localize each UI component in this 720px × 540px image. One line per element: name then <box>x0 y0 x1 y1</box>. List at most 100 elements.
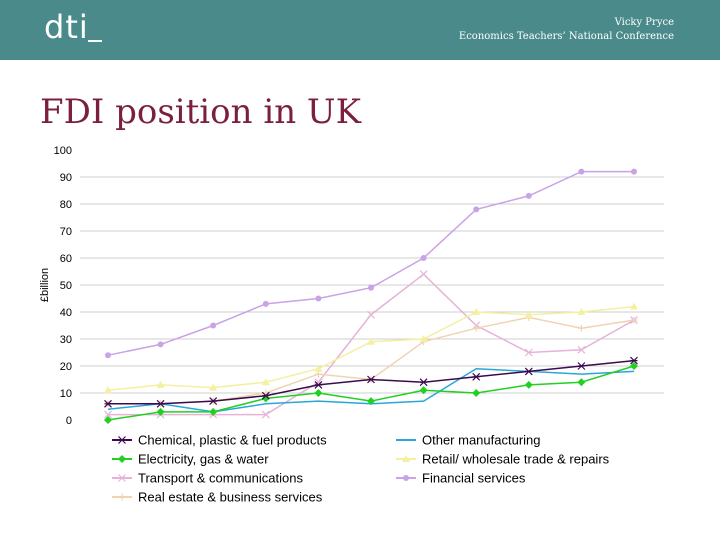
y-tick-label-90: 90 <box>60 172 72 184</box>
data-point-transport-communications-10 <box>577 345 586 354</box>
data-point-chemical-plastic-fuel-products-10 <box>577 362 586 370</box>
series-chemical-plastic-fuel-products <box>104 356 638 408</box>
data-point-financial-services-6 <box>368 284 374 291</box>
y-tick-label-60: 60 <box>60 253 72 265</box>
data-point-financial-services-10 <box>578 168 585 175</box>
data-point-retail-wholesale-trade-repairs-11 <box>630 302 638 310</box>
data-point-financial-services-3 <box>210 322 217 329</box>
legend-marker-transport-communications <box>118 474 126 482</box>
y-axis-label: £billion <box>39 268 51 302</box>
y-tick-label-70: 70 <box>60 226 72 238</box>
legend-label-chemical-plastic-fuel-products: Chemical, plastic & fuel products <box>138 433 327 448</box>
data-point-retail-wholesale-trade-repairs-3 <box>209 383 218 391</box>
data-point-electricity-gas-water-8 <box>472 389 481 397</box>
chart-series <box>104 168 638 424</box>
y-tick-label-30: 30 <box>60 334 72 346</box>
legend-marker-real-estate-business-services <box>118 493 126 501</box>
legend-marker-retail-wholesale-trade-repairs <box>402 455 410 462</box>
legend-item-other-manufacturing: Other manufacturing <box>396 433 541 448</box>
series-line-real-estate-business-services <box>108 316 635 405</box>
y-tick-label-20: 20 <box>60 361 72 373</box>
data-point-financial-services-5 <box>315 295 322 302</box>
series-financial-services <box>105 168 637 359</box>
data-point-electricity-gas-water-2 <box>156 407 165 416</box>
series-other-manufacturing <box>107 367 635 413</box>
series-line-financial-services <box>107 170 634 356</box>
data-point-real-estate-business-services-10 <box>577 324 585 332</box>
data-point-chemical-plastic-fuel-products-8 <box>472 372 481 381</box>
slide-title: FDI position in UK <box>40 92 361 132</box>
data-point-retail-wholesale-trade-repairs-6 <box>367 337 375 345</box>
y-tick-label-80: 80 <box>60 199 72 211</box>
data-point-transport-communications-9 <box>524 348 533 357</box>
data-point-retail-wholesale-trade-repairs-8 <box>472 308 481 315</box>
legend-item-transport-communications: Transport & communications <box>112 471 303 486</box>
data-point-electricity-gas-water-7 <box>419 386 428 395</box>
speaker-info: Vicky Pryce Economics Teachers’ National… <box>459 16 674 44</box>
series-line-other-manufacturing <box>107 367 635 413</box>
chart-legend: Chemical, plastic & fuel products Other m… <box>112 433 610 505</box>
data-point-financial-services-11 <box>631 168 637 175</box>
y-tick-label-10: 10 <box>60 388 72 400</box>
legend-label-other-manufacturing: Other manufacturing <box>422 433 541 448</box>
data-point-financial-services-4 <box>262 300 269 307</box>
chart-grid <box>80 176 664 394</box>
data-point-chemical-plastic-fuel-products-4 <box>261 391 270 400</box>
y-tick-label-50: 50 <box>60 280 72 292</box>
data-point-electricity-gas-water-3 <box>209 407 218 416</box>
data-point-electricity-gas-water-9 <box>524 380 533 389</box>
legend-label-electricity-gas-water: Electricity, gas & water <box>138 452 269 467</box>
logo-underline <box>88 40 102 42</box>
y-tick-label-0: 0 <box>66 415 72 427</box>
data-point-retail-wholesale-trade-repairs-4 <box>261 378 270 386</box>
data-point-chemical-plastic-fuel-products-7 <box>419 378 428 387</box>
data-point-retail-wholesale-trade-repairs-10 <box>577 308 586 315</box>
data-point-retail-wholesale-trade-repairs-2 <box>156 380 165 388</box>
y-tick-label-40: 40 <box>60 307 72 319</box>
data-point-financial-services-8 <box>473 206 480 213</box>
data-point-real-estate-business-services-11 <box>630 316 638 324</box>
data-point-chemical-plastic-fuel-products-1 <box>104 399 112 408</box>
data-point-retail-wholesale-trade-repairs-7 <box>419 335 428 342</box>
legend-marker-financial-services <box>403 475 409 481</box>
legend-label-financial-services: Financial services <box>422 471 526 486</box>
data-point-chemical-plastic-fuel-products-3 <box>209 397 218 406</box>
data-point-transport-communications-1 <box>104 410 112 419</box>
legend-marker-chemical-plastic-fuel-products <box>118 436 126 444</box>
data-point-electricity-gas-water-5 <box>314 389 323 397</box>
data-point-transport-communications-6 <box>367 310 375 319</box>
legend-item-chemical-plastic-fuel-products: Chemical, plastic & fuel products <box>112 433 327 448</box>
legend-marker-electricity-gas-water <box>118 455 126 463</box>
dti-logo: dti <box>44 8 89 46</box>
data-point-financial-services-7 <box>420 255 427 261</box>
data-point-chemical-plastic-fuel-products-2 <box>156 399 165 408</box>
data-point-financial-services-2 <box>157 341 164 348</box>
data-point-electricity-gas-water-1 <box>104 416 112 424</box>
legend-label-real-estate-business-services: Real estate & business services <box>138 490 323 505</box>
data-point-transport-communications-7 <box>419 270 428 279</box>
event-name: Economics Teachers’ National Conference <box>458 31 674 42</box>
header-bar: dti Vicky Pryce Economics Teachers’ Nati… <box>0 0 720 60</box>
legend-item-financial-services: Financial services <box>396 471 526 486</box>
data-point-financial-services-9 <box>525 192 532 199</box>
data-point-retail-wholesale-trade-repairs-5 <box>314 364 323 372</box>
data-point-chemical-plastic-fuel-products-6 <box>367 375 375 384</box>
y-axis-ticks: 0 10 20 30 40 50 60 70 80 90 100 <box>54 145 72 427</box>
legend-label-retail-wholesale-trade-repairs: Retail/ wholesale trade & repairs <box>422 452 610 467</box>
data-point-retail-wholesale-trade-repairs-1 <box>104 386 112 394</box>
legend-item-retail-wholesale-trade-repairs: Retail/ wholesale trade & repairs <box>396 452 610 467</box>
data-point-real-estate-business-services-5 <box>314 370 322 378</box>
y-tick-label-100: 100 <box>54 145 72 157</box>
data-point-chemical-plastic-fuel-products-5 <box>314 380 323 389</box>
legend-label-transport-communications: Transport & communications <box>138 471 303 486</box>
data-point-electricity-gas-water-11 <box>630 362 638 370</box>
speaker-name: Vicky Pryce <box>614 17 674 28</box>
data-point-transport-communications-4 <box>261 410 270 419</box>
data-point-electricity-gas-water-6 <box>367 397 375 406</box>
legend-item-electricity-gas-water: Electricity, gas & water <box>112 452 269 467</box>
series-retail-wholesale-trade-repairs <box>104 302 638 394</box>
data-point-financial-services-1 <box>105 352 111 359</box>
data-point-real-estate-business-services-8 <box>472 324 480 332</box>
legend-item-real-estate-business-services: Real estate & business services <box>112 490 323 505</box>
